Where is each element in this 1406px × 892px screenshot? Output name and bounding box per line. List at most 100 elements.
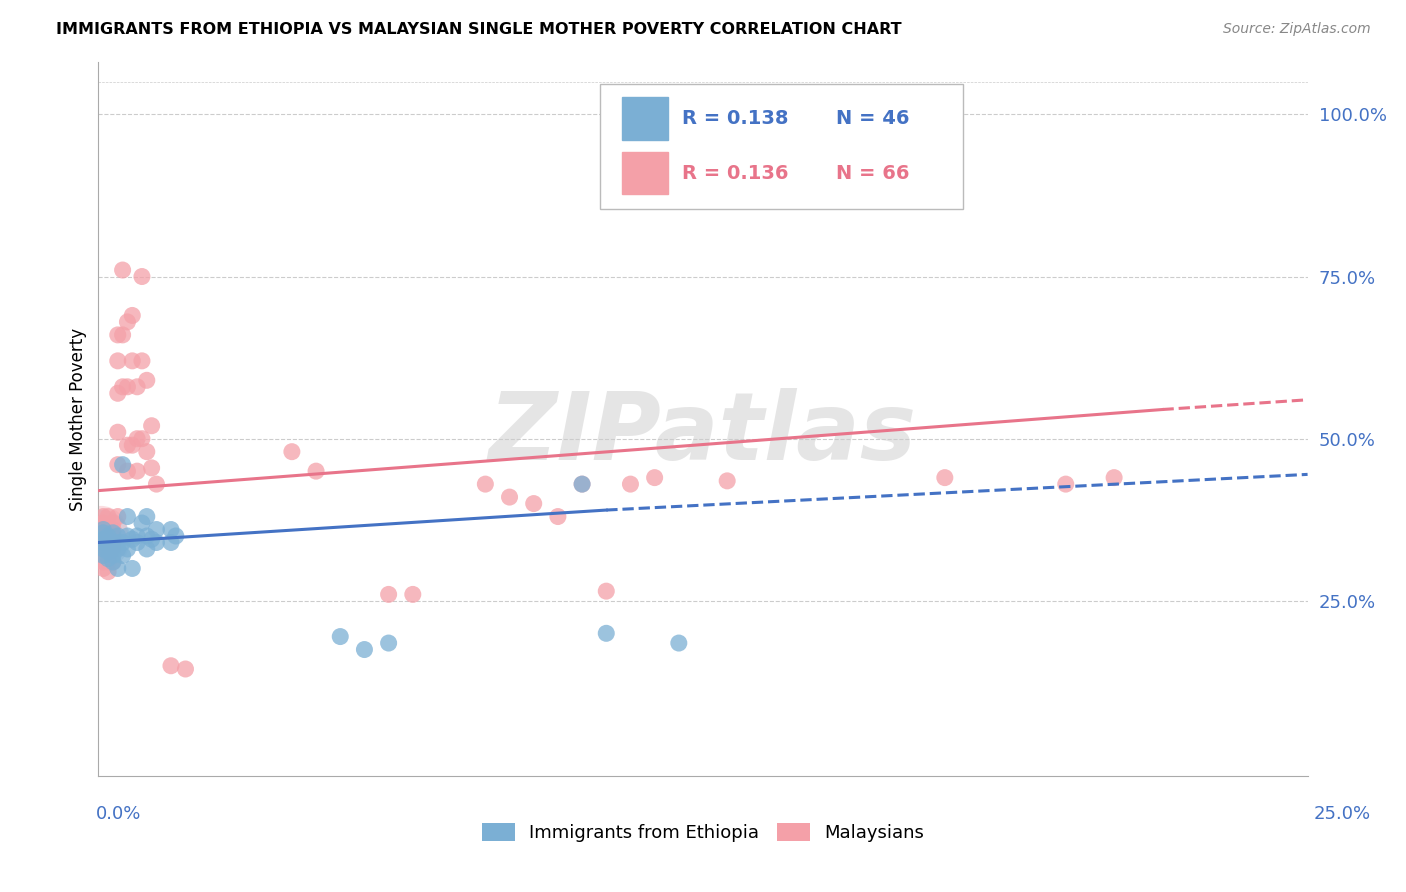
- Malaysians: [101, 541, 124, 556]
- Text: ZIPatlas: ZIPatlas: [489, 387, 917, 480]
- Immigrants from Ethiopia: [91, 549, 114, 563]
- Immigrants from Ethiopia: [91, 523, 114, 537]
- Malaysians: [135, 444, 157, 458]
- Immigrants from Ethiopia: [117, 541, 139, 556]
- Malaysians: [402, 587, 425, 601]
- Malaysians: [131, 432, 153, 446]
- Immigrants from Ethiopia: [101, 525, 124, 540]
- Point: [90, 533, 112, 547]
- Immigrants from Ethiopia: [145, 523, 167, 537]
- Malaysians: [117, 315, 139, 329]
- Immigrants from Ethiopia: [101, 535, 124, 549]
- Malaysians: [121, 309, 143, 323]
- Immigrants from Ethiopia: [121, 533, 143, 547]
- Malaysians: [107, 425, 129, 440]
- Immigrants from Ethiopia: [111, 535, 134, 549]
- Malaysians: [111, 327, 134, 342]
- Immigrants from Ethiopia: [131, 516, 153, 530]
- Malaysians: [107, 386, 129, 401]
- Malaysians: [101, 523, 124, 537]
- Malaysians: [934, 470, 956, 484]
- Malaysians: [107, 327, 129, 342]
- Malaysians: [523, 497, 546, 511]
- Malaysians: [117, 380, 139, 394]
- Immigrants from Ethiopia: [117, 529, 139, 543]
- Immigrants from Ethiopia: [107, 541, 129, 556]
- Malaysians: [101, 529, 124, 543]
- Text: N = 66: N = 66: [837, 163, 910, 183]
- Malaysians: [91, 535, 114, 549]
- Malaysians: [281, 444, 304, 458]
- Text: 0.0%: 0.0%: [96, 805, 141, 822]
- Malaysians: [97, 541, 120, 556]
- Malaysians: [305, 464, 328, 478]
- Malaysians: [101, 555, 124, 569]
- Malaysians: [91, 541, 114, 556]
- Malaysians: [135, 373, 157, 387]
- Immigrants from Ethiopia: [97, 533, 120, 547]
- Immigrants from Ethiopia: [101, 555, 124, 569]
- Malaysians: [644, 470, 666, 484]
- Malaysians: [141, 461, 163, 475]
- Malaysians: [619, 477, 641, 491]
- Immigrants from Ethiopia: [160, 535, 183, 549]
- Malaysians: [141, 418, 163, 433]
- Malaysians: [107, 354, 129, 368]
- Immigrants from Ethiopia: [571, 477, 593, 491]
- Malaysians: [498, 490, 520, 504]
- Immigrants from Ethiopia: [97, 529, 120, 543]
- Immigrants from Ethiopia: [107, 535, 129, 549]
- Immigrants from Ethiopia: [135, 541, 157, 556]
- Malaysians: [91, 533, 114, 547]
- Malaysians: [107, 458, 129, 472]
- Immigrants from Ethiopia: [160, 523, 183, 537]
- Malaysians: [131, 354, 153, 368]
- Immigrants from Ethiopia: [91, 525, 114, 540]
- Malaysians: [97, 535, 120, 549]
- Text: R = 0.138: R = 0.138: [682, 109, 789, 128]
- Y-axis label: Single Mother Poverty: Single Mother Poverty: [69, 327, 87, 511]
- Point: [90, 525, 112, 540]
- Immigrants from Ethiopia: [377, 636, 399, 650]
- Malaysians: [145, 477, 167, 491]
- Text: Source: ZipAtlas.com: Source: ZipAtlas.com: [1223, 22, 1371, 37]
- Malaysians: [91, 516, 114, 530]
- Malaysians: [91, 561, 114, 575]
- Immigrants from Ethiopia: [141, 533, 163, 547]
- FancyBboxPatch shape: [621, 152, 668, 194]
- Immigrants from Ethiopia: [353, 642, 375, 657]
- Immigrants from Ethiopia: [135, 509, 157, 524]
- Text: IMMIGRANTS FROM ETHIOPIA VS MALAYSIAN SINGLE MOTHER POVERTY CORRELATION CHART: IMMIGRANTS FROM ETHIOPIA VS MALAYSIAN SI…: [56, 22, 901, 37]
- Malaysians: [547, 509, 569, 524]
- Immigrants from Ethiopia: [101, 549, 124, 563]
- Malaysians: [111, 263, 134, 277]
- Malaysians: [131, 269, 153, 284]
- Immigrants from Ethiopia: [111, 458, 134, 472]
- Immigrants from Ethiopia: [165, 529, 187, 543]
- Malaysians: [91, 509, 114, 524]
- FancyBboxPatch shape: [600, 84, 963, 209]
- Malaysians: [174, 662, 197, 676]
- FancyBboxPatch shape: [621, 96, 668, 139]
- Malaysians: [91, 523, 114, 537]
- Immigrants from Ethiopia: [97, 539, 120, 553]
- Malaysians: [121, 438, 143, 452]
- Immigrants from Ethiopia: [107, 529, 129, 543]
- Immigrants from Ethiopia: [101, 541, 124, 556]
- Immigrants from Ethiopia: [97, 551, 120, 566]
- Immigrants from Ethiopia: [117, 509, 139, 524]
- Malaysians: [1102, 470, 1125, 484]
- Immigrants from Ethiopia: [668, 636, 690, 650]
- Immigrants from Ethiopia: [97, 545, 120, 559]
- Malaysians: [91, 555, 114, 569]
- Immigrants from Ethiopia: [145, 535, 167, 549]
- Malaysians: [716, 474, 738, 488]
- Malaysians: [377, 587, 399, 601]
- Malaysians: [97, 555, 120, 569]
- Malaysians: [474, 477, 496, 491]
- Malaysians: [117, 438, 139, 452]
- Immigrants from Ethiopia: [111, 549, 134, 563]
- Malaysians: [117, 464, 139, 478]
- Malaysians: [571, 477, 593, 491]
- Malaysians: [127, 432, 149, 446]
